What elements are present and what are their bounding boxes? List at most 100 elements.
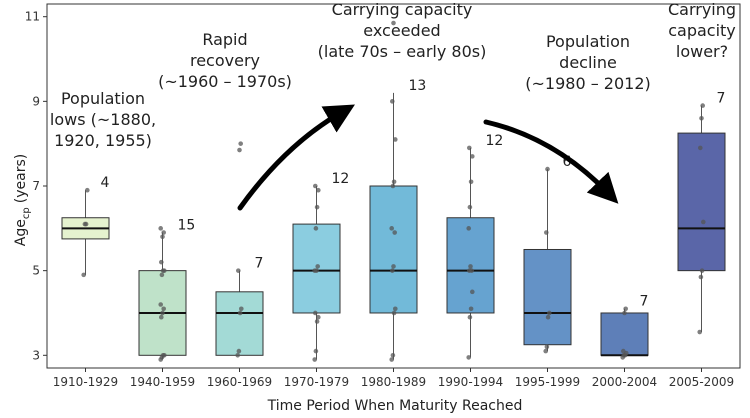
annotation-line: Population (546, 32, 630, 51)
data-point (545, 166, 550, 172)
annotation-line: 1920, 1955) (54, 131, 152, 150)
data-point (162, 353, 167, 358)
data-point (545, 314, 551, 320)
box-group (446, 145, 495, 360)
box-group (600, 306, 649, 360)
data-point (315, 264, 321, 269)
box (369, 185, 418, 314)
data-point (698, 145, 703, 151)
data-point (316, 314, 321, 320)
data-point (160, 310, 165, 316)
data-point (314, 319, 320, 324)
count-label: 7 (717, 91, 726, 107)
data-point (391, 310, 397, 316)
data-point (158, 226, 163, 231)
annotation-line: Population (61, 89, 145, 108)
data-point (312, 268, 318, 273)
x-tick-label: 1960-1969 (207, 375, 272, 389)
annotation-line: lower? (676, 42, 728, 61)
data-point (314, 204, 320, 210)
annotation-carrying-capacity-exceeded: Carrying capacity exceeded (late 70s – ear… (318, 0, 487, 61)
data-point (623, 306, 628, 312)
y-tick-label: 5 (32, 264, 40, 278)
data-point (697, 329, 702, 335)
y-axis-title: Agecp (years) (13, 154, 32, 246)
data-point (391, 20, 396, 26)
data-point (467, 314, 473, 320)
data-point (83, 221, 89, 227)
annotations: Population lows (~1880, 1920, 1955) Rapid re… (50, 0, 736, 150)
data-point (470, 289, 475, 295)
data-point (393, 137, 398, 142)
count-label: 7 (255, 256, 264, 272)
data-point (622, 310, 627, 316)
y-tick-label: 11 (25, 10, 40, 24)
count-label: 6 (563, 154, 572, 170)
box-group (369, 20, 418, 362)
data-point (159, 259, 164, 265)
y-tick-label: 9 (32, 94, 40, 108)
data-point (467, 145, 472, 151)
data-point (316, 187, 321, 193)
annotation-line: exceeded (363, 21, 440, 40)
count-label: 12 (332, 171, 350, 187)
count-label: 15 (178, 218, 196, 234)
box (600, 312, 649, 356)
y-tick-label: 3 (32, 348, 40, 362)
x-tick-label: 2005-2009 (669, 375, 734, 389)
x-axis: 1910-1929 1940-1959 1960-1969 1970-1979 1980… (53, 368, 734, 389)
boxes (61, 20, 726, 362)
data-point (236, 268, 241, 273)
data-point (621, 348, 626, 354)
count-label: 4 (101, 175, 110, 191)
data-point (466, 355, 472, 360)
annotation-line: capacity (668, 21, 736, 40)
data-point (390, 353, 396, 358)
data-point (313, 310, 318, 316)
annotation-line: (~1980 – 2012) (525, 74, 651, 93)
data-point (81, 272, 86, 278)
data-point (162, 268, 167, 273)
data-point (159, 314, 164, 320)
box-group (215, 141, 264, 358)
count-label: 13 (409, 78, 427, 94)
data-point (544, 230, 549, 235)
data-point (544, 344, 550, 350)
decline-arrow (483, 119, 619, 204)
x-tick-label: 1940-1959 (130, 375, 195, 389)
count-labels: 4 15 7 12 13 12 6 7 7 (101, 78, 726, 310)
count-label: 7 (640, 294, 649, 310)
data-point (389, 226, 395, 231)
annotation-population-lows: Population lows (~1880, 1920, 1955) (50, 89, 156, 150)
data-point (468, 179, 474, 185)
annotation-line: Carrying (668, 0, 736, 19)
x-axis-title: Time Period When Maturity Reached (267, 398, 523, 414)
box-group (523, 166, 572, 354)
box-group (677, 103, 726, 335)
data-point (466, 226, 472, 231)
y-axis-title-main: Age (13, 219, 29, 246)
data-point (467, 204, 473, 210)
data-point (470, 154, 475, 159)
data-point (392, 230, 398, 235)
x-tick-label: 1970-1979 (284, 375, 349, 389)
data-point (239, 306, 244, 312)
data-point (238, 141, 243, 146)
axis-titles: Time Period When Maturity Reached Agecp (… (13, 154, 522, 414)
x-tick-label: 1910-1929 (53, 375, 118, 389)
data-point (159, 272, 165, 278)
annotation-population-decline: Population decline (~1980 – 2012) (525, 32, 651, 93)
data-point (700, 103, 705, 108)
data-point (468, 306, 474, 312)
recovery-arrow (237, 104, 355, 211)
x-tick-label: 2000-2004 (592, 375, 657, 389)
data-point (158, 302, 163, 307)
data-point (313, 226, 319, 231)
annotation-line: (late 70s – early 80s) (318, 42, 487, 61)
box (523, 248, 572, 346)
data-point (390, 183, 396, 189)
data-point (312, 357, 318, 362)
x-tick-label: 1995-1999 (515, 375, 580, 389)
data-point (391, 264, 396, 269)
data-point (547, 310, 552, 316)
